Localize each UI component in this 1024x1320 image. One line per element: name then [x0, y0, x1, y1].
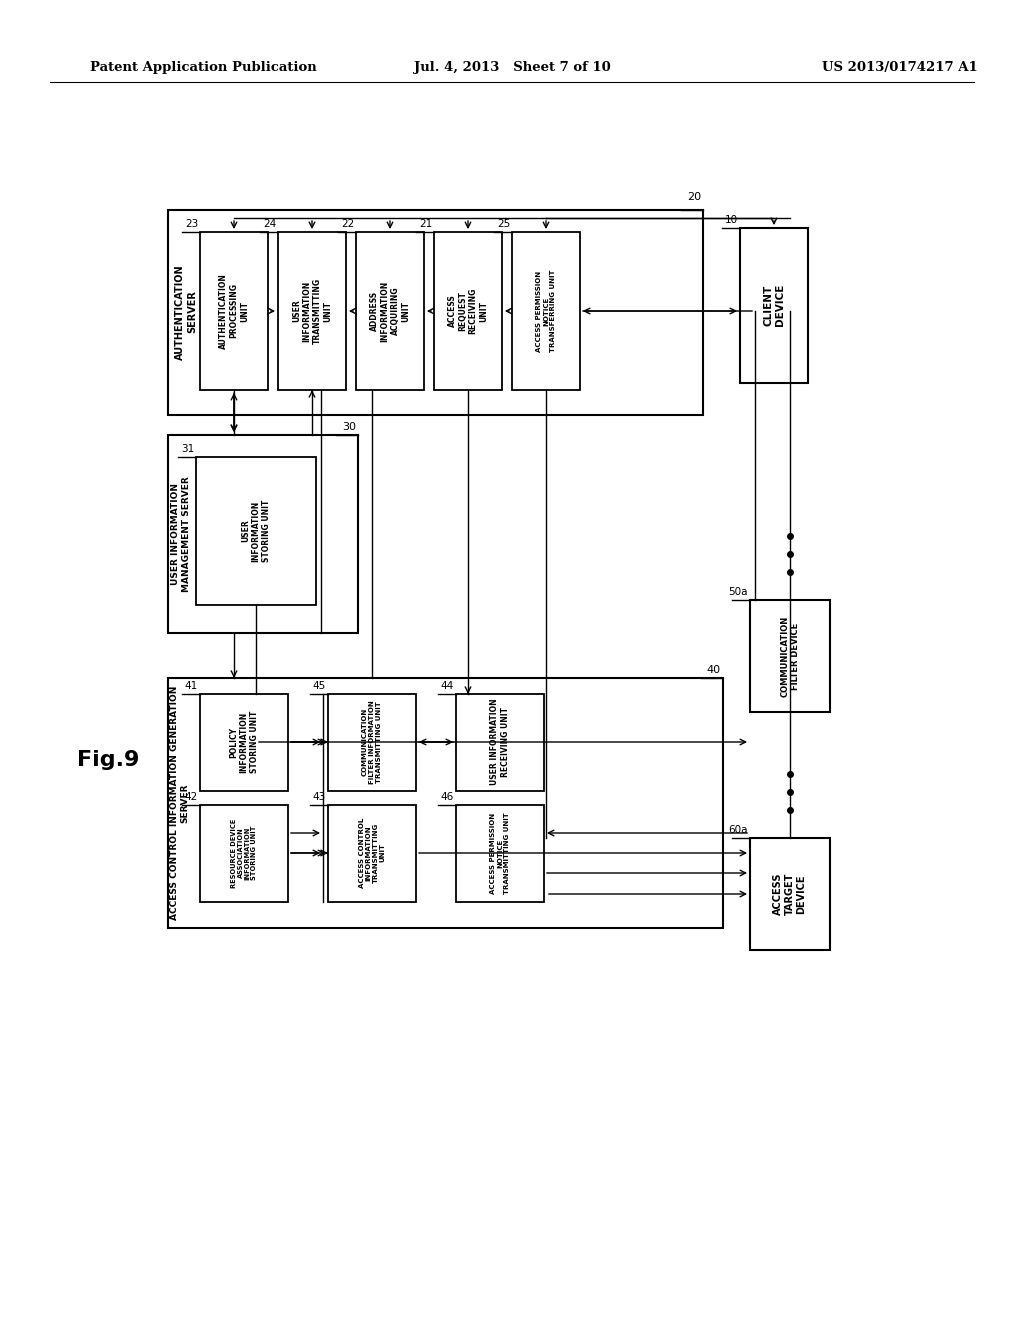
Bar	[200, 232, 268, 389]
Text: 43: 43	[312, 792, 326, 803]
Bar	[434, 232, 502, 389]
Text: ACCESS
TARGET
DEVICE: ACCESS TARGET DEVICE	[773, 873, 807, 915]
Bar	[200, 694, 288, 791]
Text: 42: 42	[184, 792, 198, 803]
Text: 10: 10	[725, 215, 738, 224]
Bar	[512, 232, 580, 389]
Bar	[328, 805, 416, 902]
Bar	[168, 678, 723, 928]
Text: 44: 44	[440, 681, 454, 690]
Text: US 2013/0174217 A1: US 2013/0174217 A1	[822, 62, 978, 74]
Text: 20: 20	[687, 191, 701, 202]
Text: USER
INFORMATION
TRANSMITTING
UNIT: USER INFORMATION TRANSMITTING UNIT	[292, 279, 332, 345]
Bar	[200, 805, 288, 902]
Bar	[168, 436, 358, 634]
Text: USER INFORMATION
RECEIVING UNIT: USER INFORMATION RECEIVING UNIT	[490, 698, 510, 785]
Bar	[278, 232, 346, 389]
Text: COMMUNICATION
FILTER DEVICE: COMMUNICATION FILTER DEVICE	[780, 615, 800, 697]
Text: ACCESS
REQUEST
RECEIVING
UNIT: ACCESS REQUEST RECEIVING UNIT	[447, 288, 488, 334]
Text: 40: 40	[707, 665, 721, 675]
Text: COMMUNICATION
FILTER INFORMATION
TRANSMITTING UNIT: COMMUNICATION FILTER INFORMATION TRANSMI…	[362, 700, 382, 784]
Text: 23: 23	[184, 219, 198, 228]
Text: USER
INFORMATION
STORING UNIT: USER INFORMATION STORING UNIT	[241, 500, 271, 562]
Text: 30: 30	[342, 422, 356, 432]
Text: 24: 24	[263, 219, 276, 228]
Bar	[740, 228, 808, 383]
Text: 60a: 60a	[728, 825, 748, 836]
Bar	[456, 694, 544, 791]
Text: 46: 46	[440, 792, 454, 803]
Bar	[456, 805, 544, 902]
Text: 50a: 50a	[728, 587, 748, 597]
Bar	[750, 838, 830, 950]
Text: ACCESS CONTROL INFORMATION GENERATION
SERVER: ACCESS CONTROL INFORMATION GENERATION SE…	[170, 686, 189, 920]
Bar	[356, 232, 424, 389]
Text: ACCESS CONTROL
INFORMATION
TRANSMITTING
UNIT: ACCESS CONTROL INFORMATION TRANSMITTING …	[358, 818, 385, 888]
Text: ADDRESS
INFORMATION
ACQUIRING
UNIT: ADDRESS INFORMATION ACQUIRING UNIT	[370, 280, 410, 342]
Text: 25: 25	[497, 219, 510, 228]
Bar	[196, 457, 316, 605]
Bar	[328, 694, 416, 791]
Text: AUTHENTICATION
SERVER: AUTHENTICATION SERVER	[175, 264, 197, 360]
Text: CLIENT
DEVICE: CLIENT DEVICE	[763, 284, 784, 326]
Bar	[750, 601, 830, 711]
Text: USER INFORMATION
MANAGEMENT SERVER: USER INFORMATION MANAGEMENT SERVER	[171, 477, 190, 591]
Text: 22: 22	[341, 219, 354, 228]
Text: ACCESS PERMISSION
NOTICE
TRANSMITTING UNIT: ACCESS PERMISSION NOTICE TRANSMITTING UN…	[490, 812, 510, 894]
Text: 31: 31	[181, 444, 194, 454]
Text: Patent Application Publication: Patent Application Publication	[90, 62, 316, 74]
Bar	[168, 210, 703, 414]
Text: 45: 45	[312, 681, 326, 690]
Text: RESOURCE DEVICE
ASSOCIATION
INFORMATION
STORING UNIT: RESOURCE DEVICE ASSOCIATION INFORMATION …	[230, 818, 257, 887]
Text: 21: 21	[419, 219, 432, 228]
Text: AUTHENTICATION
PROCESSING
UNIT: AUTHENTICATION PROCESSING UNIT	[219, 273, 249, 348]
Text: Fig.9: Fig.9	[77, 750, 139, 770]
Text: 41: 41	[184, 681, 198, 690]
Text: ACCESS PERMISSION
NOTICE
TRANSFERRING UNIT: ACCESS PERMISSION NOTICE TRANSFERRING UN…	[536, 269, 556, 352]
Text: Jul. 4, 2013   Sheet 7 of 10: Jul. 4, 2013 Sheet 7 of 10	[414, 62, 610, 74]
Text: POLICY
INFORMATION
STORING UNIT: POLICY INFORMATION STORING UNIT	[229, 710, 259, 774]
